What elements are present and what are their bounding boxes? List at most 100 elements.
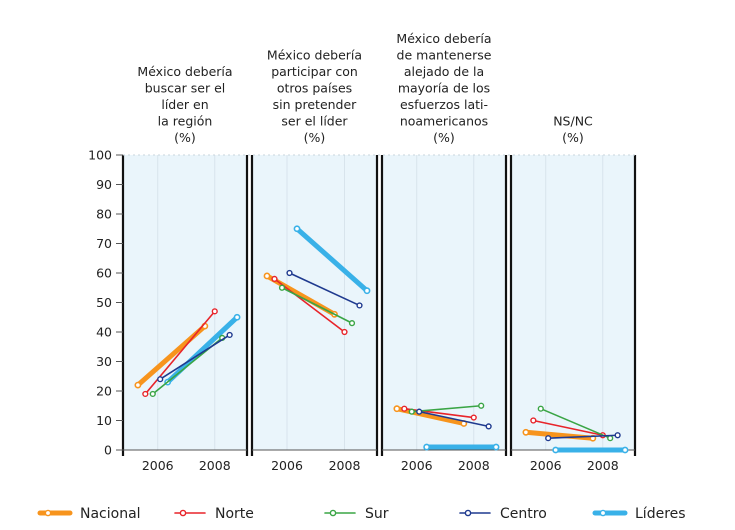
y-tick-label: 30 [96, 354, 112, 369]
y-tick-label: 80 [96, 207, 112, 222]
series-line-centro [547, 434, 619, 440]
series-line-centro [288, 272, 361, 307]
series-point-centro [416, 408, 423, 415]
series-point-sur [537, 405, 544, 412]
series-line-norte [403, 407, 475, 419]
x-tick-label: 2008 [329, 458, 361, 473]
x-tick-label: 2006 [142, 458, 174, 473]
series-point-centro [157, 376, 164, 383]
series-line-norte [144, 310, 216, 395]
panel-title-line: de mantenerse [397, 48, 492, 63]
series-point-líderes [492, 443, 500, 451]
series-point-sur [348, 320, 356, 327]
x-tick-label: 2008 [458, 458, 490, 473]
legend-marker-sur [329, 509, 337, 517]
series-point-norte [211, 308, 218, 315]
series-line-centro [159, 334, 231, 381]
y-tick-label: 50 [96, 295, 112, 310]
series-point-líderes [233, 313, 241, 321]
y-tick-label: 0 [104, 443, 112, 458]
x-tick-label: 2008 [199, 458, 231, 473]
panel-title-line: alejado de la [404, 64, 484, 79]
series-point-sur [278, 284, 286, 291]
panel-background [511, 155, 635, 450]
series-point-nacional [263, 272, 271, 280]
legend-marker-centro [464, 509, 472, 517]
series-point-nacional [522, 428, 530, 436]
panel-title-line: la región [158, 114, 213, 129]
panel-title-line: México debería [396, 31, 491, 46]
series-point-nacional [393, 405, 401, 413]
panel-title-line: esfuerzos lati- [400, 97, 488, 112]
legend-label-norte: Norte [215, 506, 254, 522]
y-tick-label: 10 [96, 413, 112, 428]
series-point-norte [530, 417, 537, 424]
y-tick-label: 60 [96, 266, 112, 281]
series-line-centro [418, 410, 490, 428]
series-point-sur [149, 390, 156, 398]
y-tick-label: 20 [96, 384, 112, 399]
series-point-líderes [293, 225, 301, 233]
x-tick-label: 2006 [530, 458, 562, 473]
series-point-centro [545, 435, 552, 442]
panel-title-line: noamericanos [400, 114, 488, 129]
legend-label-nacional: Nacional [80, 506, 141, 522]
series-point-sur [607, 435, 614, 442]
series-point-centro [286, 269, 293, 277]
legend-label-centro: Centro [500, 506, 547, 522]
y-tick-label: 40 [96, 325, 112, 340]
series-point-nacional [134, 381, 142, 389]
series-point-centro [226, 331, 233, 339]
panel-title-line: sin pretender [273, 97, 358, 112]
panel-title-line: (%) [433, 130, 455, 145]
series-line-norte [273, 278, 346, 333]
x-tick-label: 2006 [401, 458, 433, 473]
series-point-líderes [363, 287, 371, 295]
series-point-sur [478, 402, 485, 409]
x-tick-label: 2006 [271, 458, 303, 473]
panel-title-line: otros países [277, 81, 352, 96]
series-point-centro [485, 423, 492, 430]
series-point-líderes [621, 446, 629, 454]
series-point-norte [470, 414, 477, 421]
legend-label-líderes: Líderes [635, 506, 686, 522]
y-tick-label: 100 [88, 148, 112, 163]
series-line-sur [539, 407, 612, 440]
panel-title-line: NS/NC [553, 114, 593, 129]
series-line-norte [532, 419, 604, 437]
x-tick-label: 2008 [587, 458, 619, 473]
panel-title-line: líder en [161, 97, 208, 112]
series-line-líderes [165, 314, 240, 385]
series-line-líderes [294, 226, 370, 294]
panel-title-line: México debería [267, 48, 362, 63]
legend-marker-líderes [599, 509, 607, 517]
panel-title-line: (%) [562, 130, 584, 145]
series-point-norte [341, 328, 348, 336]
panel-title-line: ser el líder [281, 114, 348, 129]
panel-title-line: México debería [137, 64, 232, 79]
series-point-líderes [423, 443, 431, 451]
series-line-sur [281, 286, 353, 324]
legend-marker-nacional [44, 509, 52, 517]
legend-label-sur: Sur [365, 506, 389, 522]
panel-title-line: participar con [271, 64, 358, 79]
series-point-centro [356, 302, 363, 309]
series-point-centro [614, 432, 621, 439]
panel-background [123, 155, 247, 450]
y-tick-label: 90 [96, 177, 112, 192]
panel-title-line: buscar ser el [145, 81, 226, 96]
series-point-norte [271, 275, 278, 283]
panel-background [382, 155, 506, 450]
series-line-nacional [394, 406, 467, 426]
series-point-norte [401, 405, 408, 412]
series-point-sur [408, 408, 415, 415]
y-tick-label: 70 [96, 236, 112, 251]
series-point-líderes [552, 446, 560, 454]
series-point-norte [142, 390, 149, 398]
panel-title-line: mayoría de los [398, 81, 490, 96]
legend-marker-norte [179, 509, 187, 517]
panel-title-line: (%) [174, 130, 196, 145]
panel-title-line: (%) [304, 130, 326, 145]
